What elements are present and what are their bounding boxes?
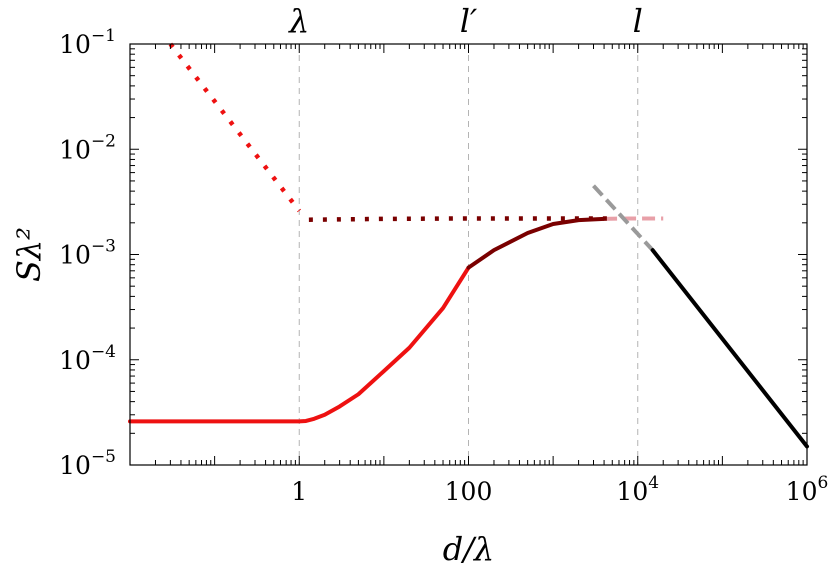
marker-label-1: l′ [460, 2, 478, 40]
x-tick-label-1: 100 [445, 477, 493, 506]
y-tick-label-2: 10−3 [59, 237, 116, 270]
y-tick-label-3: 10−4 [59, 342, 116, 375]
vertical-guides [298, 44, 639, 465]
series-5 [592, 184, 655, 252]
y-tick-label-1: 10−2 [59, 131, 116, 164]
x-tick-labels: 1 100 104 106 [291, 473, 828, 506]
marker-label-2: l [633, 2, 643, 40]
tick-marks [129, 43, 808, 466]
series-0 [128, 265, 471, 424]
series-group [128, 42, 809, 449]
x-tick-label-0: 1 [291, 477, 307, 506]
x-axis-label: d/λ [443, 530, 495, 568]
series-1 [466, 216, 607, 270]
marker-label-0: λ [287, 2, 309, 40]
y-tick-labels: 10−1 10−2 10−3 10−4 10−5 [59, 26, 116, 480]
x-tick-label-3: 106 [786, 473, 829, 506]
y-tick-label-4: 10−5 [59, 447, 116, 480]
series-3 [168, 42, 302, 213]
marker-labels: λ l′ l [287, 2, 643, 40]
x-tick-label-2: 104 [616, 473, 659, 506]
y-axis-label: Sλ² [10, 227, 48, 282]
y-tick-label-0: 10−1 [59, 26, 116, 59]
series-4 [308, 216, 613, 222]
series-6 [650, 248, 809, 449]
